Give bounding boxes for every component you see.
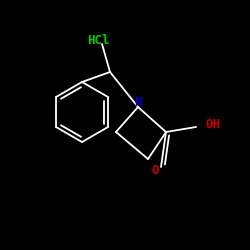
Text: OH: OH bbox=[206, 118, 221, 132]
Text: O: O bbox=[151, 164, 159, 177]
Text: N: N bbox=[134, 96, 142, 108]
Text: HCl: HCl bbox=[87, 34, 109, 46]
